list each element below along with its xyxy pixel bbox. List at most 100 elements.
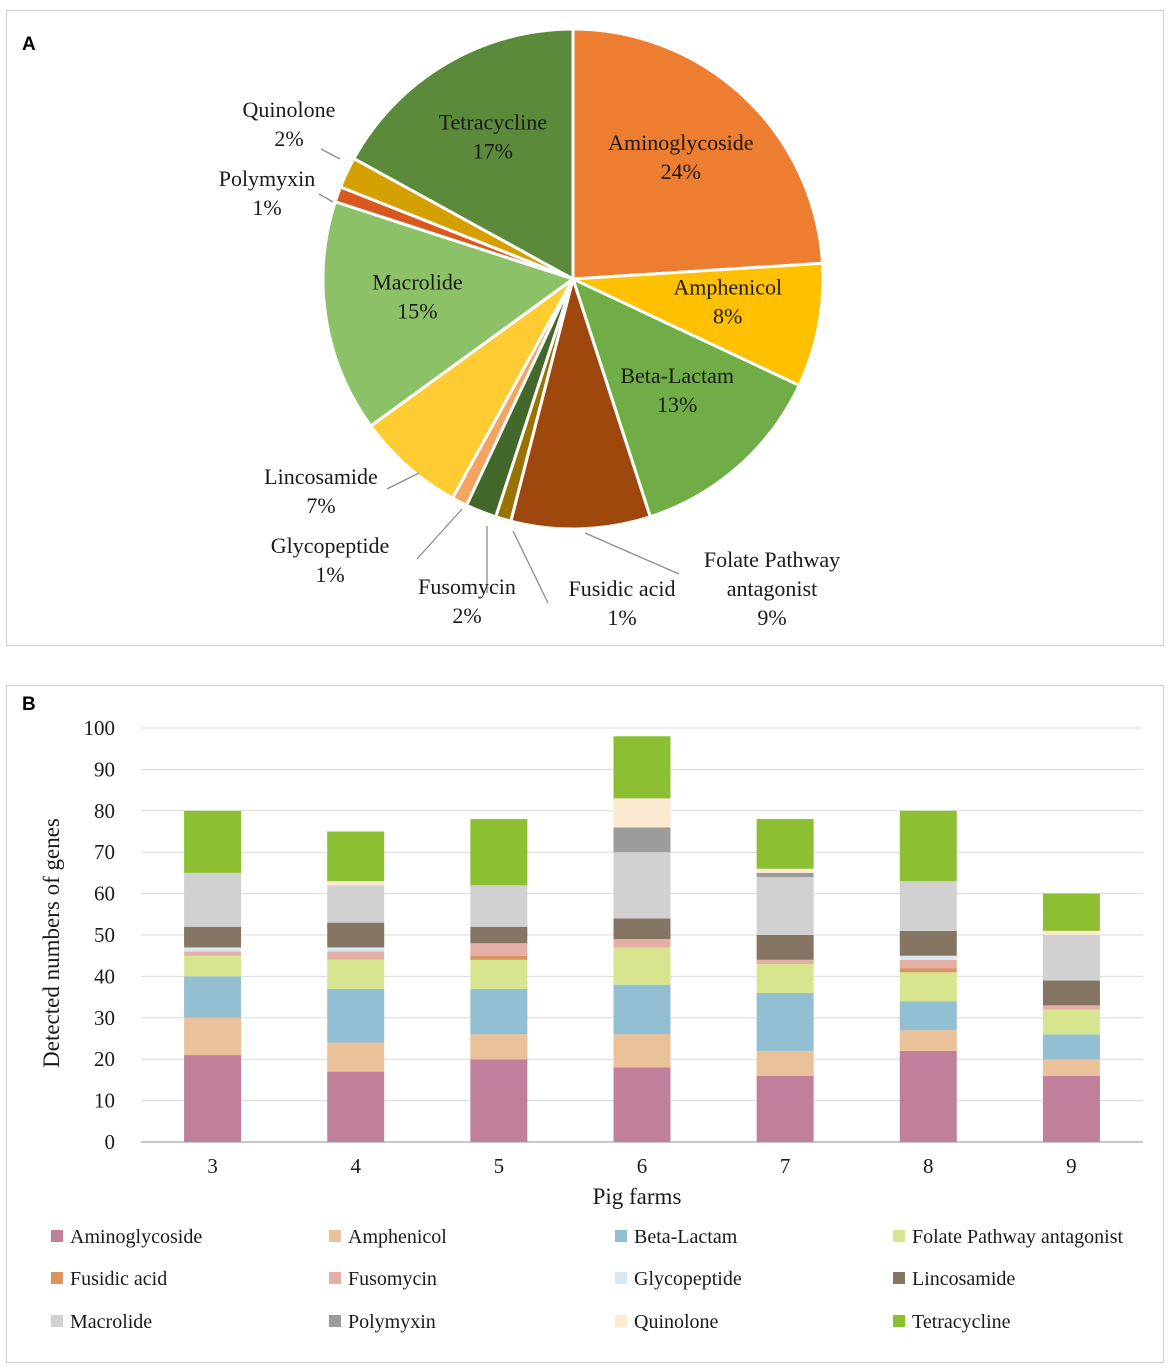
legend-label-folate-pathway-antagonist: Folate Pathway antagonist	[912, 1226, 1124, 1248]
legend-label-aminoglycoside: Aminoglycoside	[70, 1226, 202, 1248]
bar-segment-aminoglycoside-farm-3	[184, 1055, 242, 1142]
bar-segment-amphenicol-farm-7	[756, 1050, 814, 1076]
legend-swatch-tetracycline	[893, 1315, 905, 1327]
pie-label-folate-pathway-antagonist: antagonist	[727, 576, 817, 601]
bar-segment-tetracycline-farm-7	[756, 819, 814, 869]
x-tick-label: 3	[207, 1154, 218, 1178]
y-tick-label: 80	[94, 799, 115, 823]
pie-percent-folate-pathway-antagonist: 9%	[757, 605, 786, 630]
legend-label-quinolone: Quinolone	[634, 1311, 719, 1333]
bar-segment-fusomycin-farm-3	[184, 951, 242, 956]
pie-slice-folate-pathway-antagonist	[509, 277, 652, 531]
y-tick-label: 100	[84, 716, 116, 740]
bar-segment-folate-pathway-antagonist-farm-6	[613, 947, 671, 985]
pie-chart: Aminoglycoside 24% Amphenicol 8% Beta-Lactam…	[219, 27, 840, 630]
bar-segment-glycopeptide-farm-3	[184, 947, 242, 952]
bar-segment-amphenicol-farm-8	[899, 1030, 957, 1051]
pie-label-fusomycin: Fusomycin	[418, 574, 516, 599]
pie-label-glycopeptide: Glycopeptide	[271, 533, 390, 558]
bar-segment-amphenicol-farm-3	[184, 1017, 242, 1056]
bar-segment-beta-lactam-farm-7	[756, 992, 814, 1051]
bar-segment-lincosamide-farm-4	[327, 922, 385, 948]
legend-swatch-fusomycin	[329, 1272, 341, 1284]
pie-label-polymyxin: Polymyxin	[219, 166, 316, 191]
pie-slice-tetracycline	[352, 27, 575, 281]
legend-swatch-quinolone	[615, 1315, 627, 1327]
bar-segment-quinolone-farm-9	[1042, 930, 1100, 935]
legend-swatch-folate-pathway-antagonist	[893, 1230, 905, 1242]
pie-percent-beta-lactam: 13%	[657, 392, 697, 417]
pie-percent-amphenicol: 8%	[713, 304, 742, 329]
bar-segment-fusidic-acid-farm-5	[470, 955, 528, 960]
bar-segment-fusidic-acid-farm-8	[899, 968, 957, 973]
legend-label-fusomycin: Fusomycin	[348, 1268, 437, 1290]
pie-percent-lincosamide: 7%	[306, 493, 335, 518]
legend-swatch-polymyxin	[329, 1315, 341, 1327]
bar-segment-fusomycin-farm-9	[1042, 1005, 1100, 1010]
bar-segment-tetracycline-farm-8	[899, 810, 957, 882]
panel-a: A Aminoglycoside 24% Amphenicol 8% Beta-Lact…	[6, 10, 1164, 646]
stacked-bar-chart: 0 10 20 30 40 50 60 70 80 90 100 3 4 5 6 7 8 9 Pig farms De…	[39, 716, 1143, 1333]
bar-segment-lincosamide-farm-7	[756, 935, 814, 960]
pie-percent-tetracycline: 17%	[473, 138, 513, 163]
bar-segment-glycopeptide-farm-8	[899, 955, 957, 960]
bar-segment-fusomycin-farm-5	[470, 943, 528, 956]
y-tick-label: 30	[94, 1006, 115, 1030]
bar-segment-macrolide-farm-4	[327, 885, 385, 923]
pie-label-macrolide: Macrolide	[372, 270, 462, 295]
bar-segment-beta-lactam-farm-6	[613, 984, 671, 1035]
bar-segment-aminoglycoside-farm-6	[613, 1067, 671, 1142]
leader-line-lincosamide	[386, 472, 420, 490]
pie-slice-aminoglycoside	[571, 27, 825, 281]
legend-label-glycopeptide: Glycopeptide	[634, 1268, 742, 1290]
bar-segment-beta-lactam-farm-8	[899, 1001, 957, 1031]
x-tick-label: 8	[923, 1154, 934, 1178]
y-tick-label: 50	[94, 923, 115, 947]
bar-segment-polymyxin-farm-7	[756, 872, 814, 878]
bar-segment-fusomycin-farm-8	[899, 959, 957, 969]
pie-slice-macrolide	[321, 200, 575, 428]
legend-label-tetracycline: Tetracycline	[912, 1311, 1011, 1333]
legend-swatch-macrolide	[51, 1315, 63, 1327]
y-tick-label: 90	[94, 757, 115, 781]
pie-percent-fusomycin: 2%	[452, 603, 481, 628]
pie-label-aminoglycoside: Aminoglycoside	[608, 130, 753, 155]
bar-segment-aminoglycoside-farm-5	[470, 1059, 528, 1142]
pie-label-fusidic-acid: Fusidic acid	[569, 576, 676, 601]
x-tick-label: 6	[637, 1154, 648, 1178]
bar-segment-macrolide-farm-6	[613, 852, 671, 919]
bar-segment-amphenicol-farm-9	[1042, 1059, 1100, 1076]
bar-segment-polymyxin-farm-6	[613, 827, 671, 853]
legend-swatch-aminoglycoside	[51, 1230, 63, 1242]
pie-label-tetracycline: Tetracycline	[439, 109, 547, 134]
y-tick-label: 10	[94, 1089, 115, 1113]
bar-segment-fusomycin-farm-7	[756, 959, 814, 964]
y-tick-label: 60	[94, 882, 115, 906]
bar-segment-quinolone-farm-6	[613, 798, 671, 828]
leader-line-polymyxin	[318, 193, 334, 203]
legend-label-macrolide: Macrolide	[70, 1311, 152, 1333]
pie-percent-macrolide: 15%	[397, 299, 437, 324]
bar-segment-macrolide-farm-3	[184, 872, 242, 927]
pie-label-lincosamide: Lincosamide	[264, 464, 378, 489]
bar-segment-folate-pathway-antagonist-farm-3	[184, 955, 242, 977]
bar-segment-tetracycline-farm-3	[184, 810, 242, 873]
pie-slice-beta-lactam	[571, 277, 801, 519]
bar-segment-macrolide-farm-7	[756, 877, 814, 935]
panel-a-label: A	[22, 34, 36, 55]
legend-swatch-fusidic-acid	[51, 1272, 63, 1284]
y-tick-label: 0	[105, 1130, 116, 1154]
bar-segment-folate-pathway-antagonist-farm-9	[1042, 1009, 1100, 1035]
leader-line-glycopeptide	[416, 508, 463, 560]
bar-segment-aminoglycoside-farm-8	[899, 1050, 957, 1142]
bar-segment-lincosamide-farm-6	[613, 918, 671, 940]
bar-segment-lincosamide-farm-8	[899, 930, 957, 956]
bar-segment-lincosamide-farm-5	[470, 926, 528, 944]
bar-segment-folate-pathway-antagonist-farm-8	[899, 972, 957, 1002]
leader-line-fusidic-acid	[512, 530, 549, 604]
bar-segment-folate-pathway-antagonist-farm-4	[327, 959, 385, 989]
pie-label-quinolone: Quinolone	[243, 97, 336, 122]
panel-b: B 0 10 20 30 40 50 60 70 80 90 100 3 4 5 6 7 8 9 Pig farms…	[6, 685, 1164, 1363]
bar-segment-tetracycline-farm-5	[470, 819, 528, 886]
bar-segment-quinolone-farm-4	[327, 881, 385, 886]
